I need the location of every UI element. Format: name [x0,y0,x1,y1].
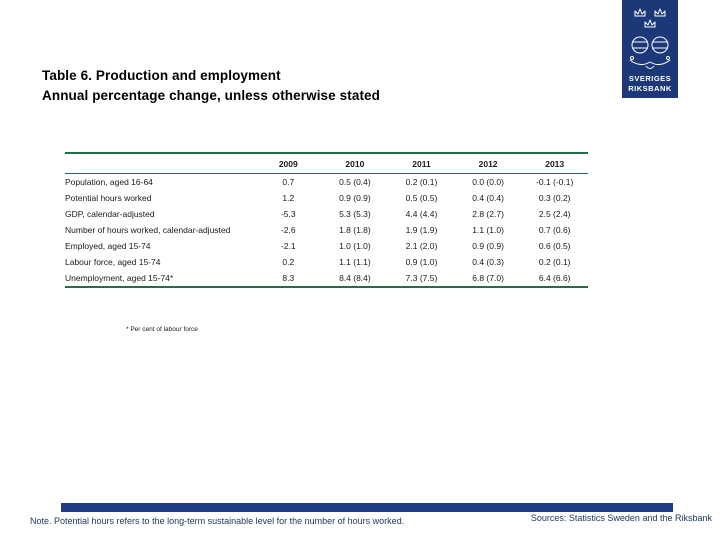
table-footnote: * Per cent of labour force [126,326,198,333]
row-label: Number of hours worked, calendar-adjuste… [65,225,231,235]
bottom-accent-bar [61,503,673,512]
cell: -0.1 (-0.1) [536,177,574,187]
cell: 6.4 (6.6) [538,273,571,283]
row-label: Potential hours worked [65,193,152,203]
header-2009: 2009 [255,153,322,174]
row-label: Unemployment, aged 15-74* [65,273,174,283]
header-empty [65,153,255,174]
table-row: GDP, calendar-adjusted -5.3 5.3 (5.3) 4.… [65,206,588,222]
cell: 0.0 (0.0) [472,177,504,187]
cell: 8.3 [282,273,295,283]
sources-text: Sources: Statistics Sweden and the Riksb… [530,513,712,523]
cell: 6.8 (7.0) [472,273,504,283]
logo-text-line1: SVERIGES [629,74,671,83]
row-label: Population, aged 16-64 [65,177,153,187]
cell: 5.3 (5.3) [339,209,371,219]
logo-text-line2: RIKSBANK [628,84,672,93]
header-2012: 2012 [454,153,522,174]
row-label: GDP, calendar-adjusted [65,209,155,219]
cell: 7.3 (7.5) [405,273,438,283]
sveriges-riksbank-logo: SVERIGES RIKSBANK [622,0,678,98]
cell: 0.4 (0.3) [472,257,504,267]
cell: 1.0 (1.0) [339,241,371,251]
cell: 0.9 (0.9) [472,241,504,251]
header-2011: 2011 [388,153,455,174]
cell: 0.2 (0.1) [538,257,571,267]
row-label: Labour force, aged 15-74 [65,257,161,267]
cell: 0.9 (1.0) [405,257,438,267]
cell: -2.6 [280,225,296,235]
cell: 0.7 [282,177,295,187]
cell: 1.2 [282,193,295,203]
header-2010: 2010 [321,153,389,174]
cell: 0.9 (0.9) [339,193,371,203]
cell: -5.3 [280,209,296,219]
cell: 1.1 (1.0) [472,225,504,235]
production-employment-table: 2009 2010 2011 2012 2013 Population, age… [65,152,588,288]
slide-title-line1: Table 6. Production and employment [42,68,281,83]
cell: 2.5 (2.4) [538,209,571,219]
cell: 2.8 (2.7) [472,209,504,219]
table-row: Unemployment, aged 15-74* 8.3 8.4 (8.4) … [65,270,588,287]
table-row: Population, aged 16-64 0.7 0.5 (0.4) 0.2… [65,174,588,191]
cell: 1.9 (1.9) [405,225,438,235]
row-label: Employed, aged 15-74 [65,241,151,251]
cell: 0.4 (0.4) [472,193,504,203]
slide-title: Table 6. Production and employment Annua… [42,66,602,106]
cell: 0.6 (0.5) [538,241,571,251]
cell: 0.3 (0.2) [538,193,571,203]
header-2013: 2013 [521,153,588,174]
cell: 1.8 (1.8) [339,225,371,235]
cell: 0.7 (0.6) [538,225,571,235]
cell: 0.2 [282,257,295,267]
cell: 4.4 (4.4) [405,209,438,219]
note-text: Note. Potential hours refers to the long… [30,516,405,526]
cell: -2.1 [280,241,296,251]
table-row: Number of hours worked, calendar-adjuste… [65,222,588,238]
riksbank-emblem-icon: SVERIGES RIKSBANK [628,8,672,93]
cell: 0.5 (0.5) [405,193,438,203]
table-row: Potential hours worked 1.2 0.9 (0.9) 0.5… [65,190,588,206]
cell: 0.5 (0.4) [339,177,371,187]
cell: 2.1 (2.0) [405,241,438,251]
cell: 1.1 (1.1) [339,257,371,267]
table-row: Labour force, aged 15-74 0.2 1.1 (1.1) 0… [65,254,588,270]
cell: 8.4 (8.4) [339,273,371,283]
table-row: Employed, aged 15-74 -2.1 1.0 (1.0) 2.1 … [65,238,588,254]
cell: 0.2 (0.1) [405,177,438,187]
slide-title-line2: Annual percentage change, unless otherwi… [42,88,380,103]
data-table: 2009 2010 2011 2012 2013 Population, age… [65,152,588,288]
table-header-row: 2009 2010 2011 2012 2013 [65,153,588,174]
